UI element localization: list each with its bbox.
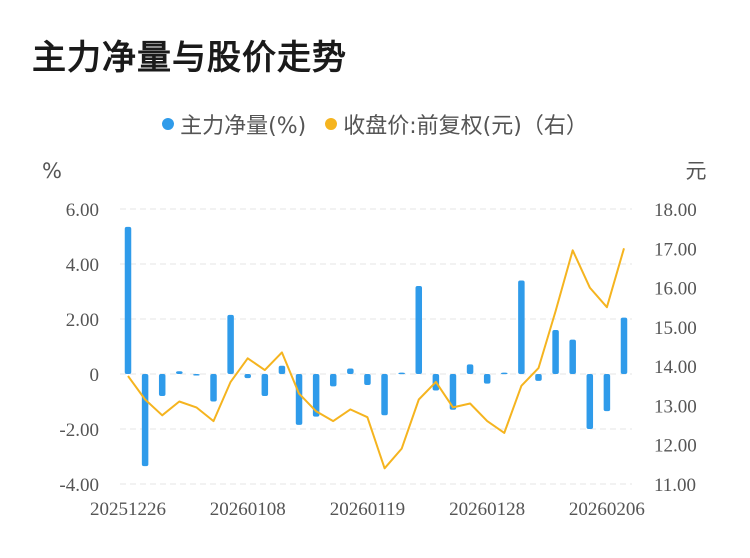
chart-title: 主力净量与股价走势 bbox=[32, 38, 347, 78]
legend-label-net-volume: 主力净量(%) bbox=[180, 114, 307, 139]
x-tick-label: 20260108 bbox=[210, 499, 286, 520]
price-line[interactable] bbox=[127, 248, 625, 470]
left-axis-unit: % bbox=[42, 159, 62, 183]
legend-item-close-price[interactable]: 收盘价:前复权(元)（右） bbox=[325, 108, 588, 140]
bar[interactable] bbox=[483, 374, 491, 384]
right-tick-label: 14.00 bbox=[654, 357, 697, 378]
x-tick-label: 20260206 bbox=[569, 499, 645, 520]
bar[interactable] bbox=[398, 372, 405, 375]
bar[interactable] bbox=[620, 317, 628, 374]
bar[interactable] bbox=[381, 374, 388, 416]
bar[interactable] bbox=[415, 286, 423, 374]
legend-dot-net-volume bbox=[162, 118, 175, 130]
right-tick-label: 18.00 bbox=[654, 200, 697, 221]
right-axis: 18.00 17.00 16.00 15.00 14.00 13.00 12.00 11.00 bbox=[654, 200, 697, 496]
bar[interactable] bbox=[552, 330, 559, 374]
bar[interactable] bbox=[449, 374, 457, 410]
x-tick-label: 20260128 bbox=[449, 499, 525, 520]
legend-item-net-volume[interactable]: 主力净量(%) bbox=[162, 108, 306, 140]
right-axis-unit: 元 bbox=[686, 159, 707, 183]
bar[interactable] bbox=[466, 364, 474, 374]
bar[interactable] bbox=[210, 374, 217, 402]
bar[interactable] bbox=[261, 374, 269, 396]
bar[interactable] bbox=[295, 374, 303, 425]
right-tick-label: 17.00 bbox=[654, 239, 697, 260]
bar[interactable] bbox=[278, 365, 286, 374]
left-tick-label: -2.00 bbox=[59, 420, 99, 441]
left-axis: 6.00 4.00 2.00 0 -2.00 -4.00 bbox=[59, 200, 99, 496]
bar[interactable] bbox=[141, 374, 149, 467]
bar[interactable] bbox=[518, 280, 525, 375]
bar[interactable] bbox=[586, 374, 594, 429]
bar[interactable] bbox=[158, 374, 166, 396]
bar-series bbox=[124, 226, 628, 467]
bar[interactable] bbox=[569, 339, 576, 374]
x-tick-label: 20251226 bbox=[90, 499, 166, 520]
bar[interactable] bbox=[193, 374, 200, 376]
bar[interactable] bbox=[535, 374, 542, 381]
x-axis: 20251226 20260108 20260119 20260128 20260206 bbox=[90, 499, 645, 520]
right-tick-label: 12.00 bbox=[654, 436, 697, 457]
bar[interactable] bbox=[501, 372, 508, 375]
bar[interactable] bbox=[603, 374, 611, 412]
bar[interactable] bbox=[347, 368, 354, 375]
x-tick-label: 20260119 bbox=[330, 499, 405, 520]
line-series bbox=[127, 248, 625, 470]
bar[interactable] bbox=[329, 374, 337, 387]
right-tick-label: 15.00 bbox=[654, 318, 697, 339]
bar[interactable] bbox=[176, 371, 183, 374]
right-tick-label: 16.00 bbox=[654, 279, 697, 300]
left-tick-label: 0 bbox=[90, 365, 100, 386]
bar[interactable] bbox=[244, 374, 251, 379]
bar[interactable] bbox=[312, 374, 320, 417]
left-tick-label: 4.00 bbox=[66, 255, 99, 276]
grid-lines bbox=[120, 208, 632, 485]
legend-label-close-price: 收盘价:前复权(元)（右） bbox=[343, 114, 588, 139]
left-tick-label: 6.00 bbox=[66, 200, 99, 221]
legend-dot-close-price bbox=[325, 118, 338, 130]
right-tick-label: 11.00 bbox=[654, 475, 696, 496]
bar[interactable] bbox=[124, 226, 132, 374]
right-tick-label: 13.00 bbox=[654, 396, 697, 417]
bar[interactable] bbox=[227, 314, 234, 374]
bar[interactable] bbox=[364, 374, 371, 385]
legend: 主力净量(%) 收盘价:前复权(元)（右） bbox=[0, 108, 750, 140]
left-tick-label: 2.00 bbox=[66, 310, 99, 331]
left-tick-label: -4.00 bbox=[59, 475, 99, 496]
